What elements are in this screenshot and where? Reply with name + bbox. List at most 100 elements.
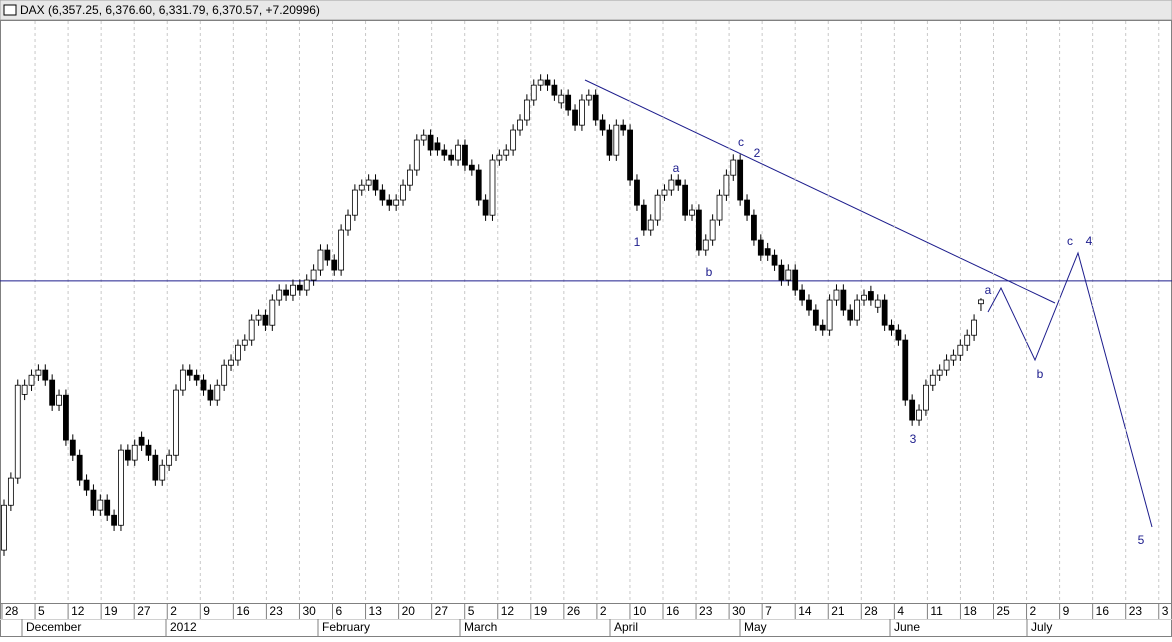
x-tick-label: 10 — [633, 604, 647, 618]
candle-body — [675, 179, 682, 186]
candle-body — [627, 129, 633, 181]
candle-body — [462, 144, 468, 166]
candle-body — [647, 219, 654, 231]
candle-body — [262, 314, 269, 326]
candle-body — [599, 119, 606, 131]
candle-body — [661, 189, 668, 196]
candle-body — [290, 284, 296, 296]
candle-body — [296, 284, 303, 291]
candle-body — [221, 364, 228, 386]
candle-body — [83, 479, 90, 491]
candle-body — [124, 449, 131, 461]
x-tick-label: 12 — [71, 604, 85, 618]
candle-body — [331, 259, 338, 271]
month-label: April — [614, 620, 638, 634]
x-tick-label: 3 — [1162, 604, 1169, 618]
candle-body — [902, 339, 909, 401]
candle-body — [1, 504, 7, 551]
candle-body — [778, 264, 785, 281]
x-tick-label: 27 — [435, 604, 449, 618]
candle-body — [634, 179, 640, 206]
candle-body — [345, 214, 351, 231]
x-tick-label: 18 — [963, 604, 977, 618]
candle-body — [324, 249, 331, 261]
candle-body — [757, 239, 764, 256]
candle-body — [14, 384, 21, 479]
candle-body — [819, 324, 826, 331]
candle-body — [56, 394, 62, 406]
wave-label: a — [985, 283, 992, 297]
candle-body — [303, 279, 310, 291]
candle-body — [978, 299, 984, 305]
candle-body — [372, 179, 379, 191]
candle-body — [957, 344, 964, 356]
candle-body — [365, 179, 372, 186]
candle-body — [35, 369, 42, 376]
candle-body — [496, 154, 503, 161]
x-tick-label: 20 — [402, 604, 416, 618]
x-tick-label: 12 — [501, 604, 515, 618]
candle-body — [441, 149, 448, 156]
wave-label: a — [673, 161, 680, 175]
candle-body — [317, 249, 324, 271]
wave-label: b — [706, 265, 713, 279]
x-tick-label: 28 — [5, 604, 19, 618]
candle-body — [475, 169, 482, 201]
candle-body — [833, 289, 840, 301]
x-tick-label: 21 — [831, 604, 845, 618]
month-label: 2012 — [170, 620, 197, 634]
candle-body — [806, 299, 812, 311]
candle-body — [235, 344, 241, 361]
x-tick-label: 9 — [1063, 604, 1070, 618]
wave-label: 4 — [1086, 234, 1093, 248]
candle-body — [909, 399, 916, 421]
candle-body — [310, 269, 317, 281]
candle-body — [826, 299, 833, 331]
candle-body — [737, 159, 744, 201]
candle-body — [241, 339, 248, 346]
candle-body — [723, 174, 730, 196]
candle-body — [640, 204, 647, 231]
candle-body — [193, 374, 200, 381]
wave-label: c — [738, 135, 744, 149]
candle-body — [654, 194, 661, 221]
candle-body — [592, 94, 599, 121]
month-label: July — [1031, 620, 1052, 634]
window-icon — [3, 4, 17, 16]
candle-body — [943, 359, 950, 371]
candle-body — [338, 229, 345, 271]
candle-body — [503, 149, 510, 156]
candle-body — [111, 514, 117, 526]
candle-body — [840, 289, 847, 311]
candle-body — [351, 189, 358, 216]
candle-body — [420, 134, 427, 141]
candle-body — [716, 194, 723, 221]
candle-body — [283, 289, 289, 296]
candle-body — [874, 299, 881, 308]
x-tick-label: 19 — [534, 604, 548, 618]
x-tick-label: 30 — [732, 604, 746, 618]
candle-body — [76, 454, 83, 481]
candle-body — [138, 436, 145, 446]
candle-body — [565, 94, 572, 111]
candle-body — [537, 79, 544, 86]
candle-body — [936, 369, 943, 376]
candle-body — [606, 129, 613, 156]
candle-body — [448, 154, 455, 161]
candle-body — [510, 129, 517, 151]
candle-body — [923, 384, 929, 411]
month-label: May — [744, 620, 767, 634]
candle-body — [413, 139, 420, 171]
candle-body — [613, 124, 620, 156]
x-tick-label: 23 — [699, 604, 713, 618]
x-tick-label: 9 — [203, 604, 210, 618]
candle-body — [28, 374, 35, 386]
candle-body — [785, 269, 792, 281]
x-tick-label: 6 — [336, 604, 343, 618]
candle-body — [847, 309, 854, 321]
candle-body — [97, 499, 104, 511]
candle-body — [159, 464, 166, 481]
candle-body — [530, 84, 537, 101]
candle-body — [145, 444, 152, 456]
